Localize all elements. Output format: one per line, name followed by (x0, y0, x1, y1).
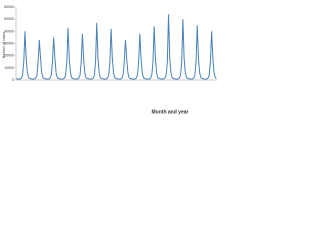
y-axis-label: Number of cases (2, 32, 6, 59)
y-tick-label: 30000 (4, 41, 14, 45)
y-tick-label: 20000 (4, 54, 14, 58)
chart: Number of cases Month and year 0 10000 200… (2, 5, 217, 115)
x-axis-label: Month and year (152, 109, 189, 115)
y-tick-label: 60000 (4, 5, 14, 9)
line (16, 14, 217, 80)
y-tick-label: 50000 (4, 17, 14, 21)
y-tick-label: 0 (12, 78, 14, 82)
y-tick-label: 40000 (4, 29, 14, 33)
y-tick-label: 10000 (4, 66, 14, 70)
